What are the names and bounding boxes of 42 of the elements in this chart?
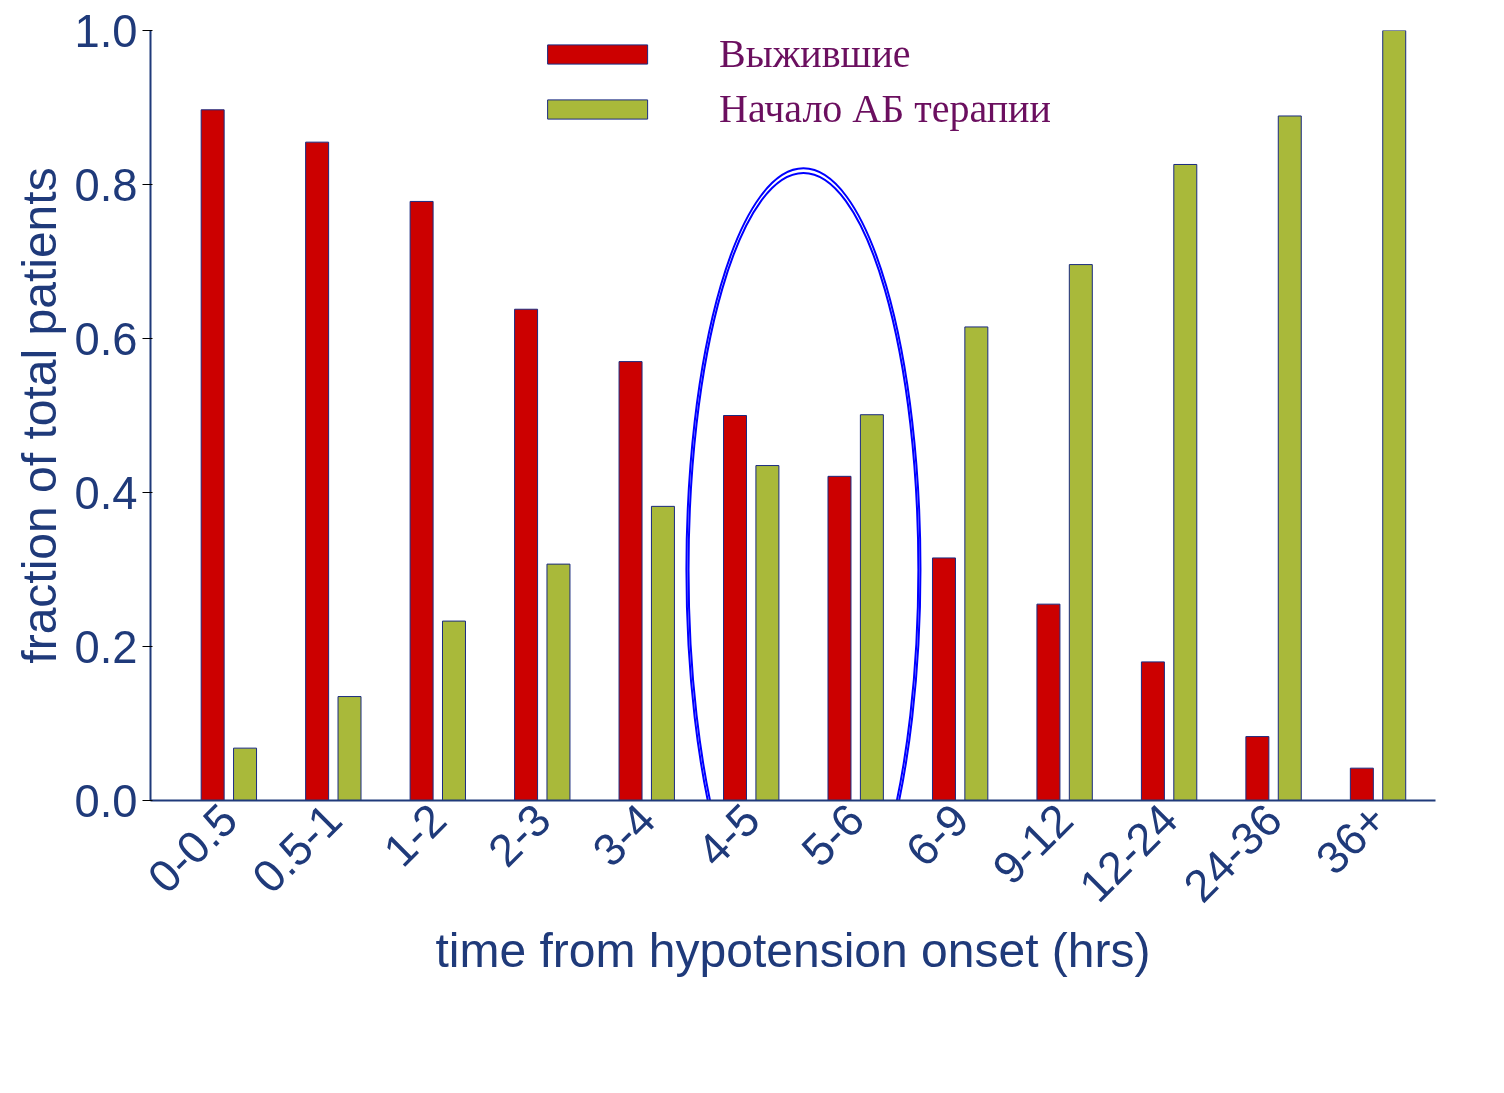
x-tick-label: 1-2 [373, 793, 457, 877]
x-tick-label: 9-12 [982, 793, 1084, 895]
bar [964, 326, 989, 801]
legend-label: Выжившие [719, 30, 911, 77]
y-tick-label: 1.0 [74, 5, 138, 57]
x-tick-label: 4-5 [687, 793, 770, 877]
bar [200, 109, 225, 801]
y-tick-label: 0.6 [74, 313, 138, 365]
x-tick-label: 3-4 [582, 793, 666, 877]
bar [931, 557, 956, 801]
legend-label: Начало АБ терапии [719, 85, 1051, 132]
bar [1382, 30, 1407, 801]
bar [546, 563, 571, 801]
bar [1277, 115, 1302, 801]
x-tick-label: 5-6 [791, 793, 875, 877]
x-tick-label: 36+ [1305, 793, 1397, 885]
bar [1349, 767, 1374, 801]
bar [1173, 163, 1198, 801]
bar [337, 696, 362, 801]
y-tick-label: 0.8 [74, 159, 138, 211]
bar [723, 415, 748, 801]
y-tick-label: 0.0 [74, 775, 138, 827]
y-axis-title: fraction of total patients [13, 167, 67, 664]
bar [409, 200, 434, 801]
bar [618, 361, 643, 801]
y-tick-label: 0.4 [74, 467, 138, 519]
bar [1245, 736, 1270, 801]
bar [755, 465, 780, 801]
bar [1036, 603, 1061, 801]
bar [827, 475, 852, 801]
bar [859, 414, 884, 801]
x-tick-label: 2-3 [478, 793, 561, 877]
bar [650, 505, 675, 801]
bar [442, 620, 466, 801]
bar [1068, 264, 1093, 801]
bar [1140, 661, 1165, 801]
y-tick-label: 0.2 [74, 621, 138, 673]
bar [305, 141, 330, 801]
x-tick-label: 6-9 [896, 793, 979, 877]
bar [514, 308, 539, 801]
x-axis-title: time from hypotension onset (hrs) [435, 924, 1151, 978]
bar [233, 747, 258, 801]
